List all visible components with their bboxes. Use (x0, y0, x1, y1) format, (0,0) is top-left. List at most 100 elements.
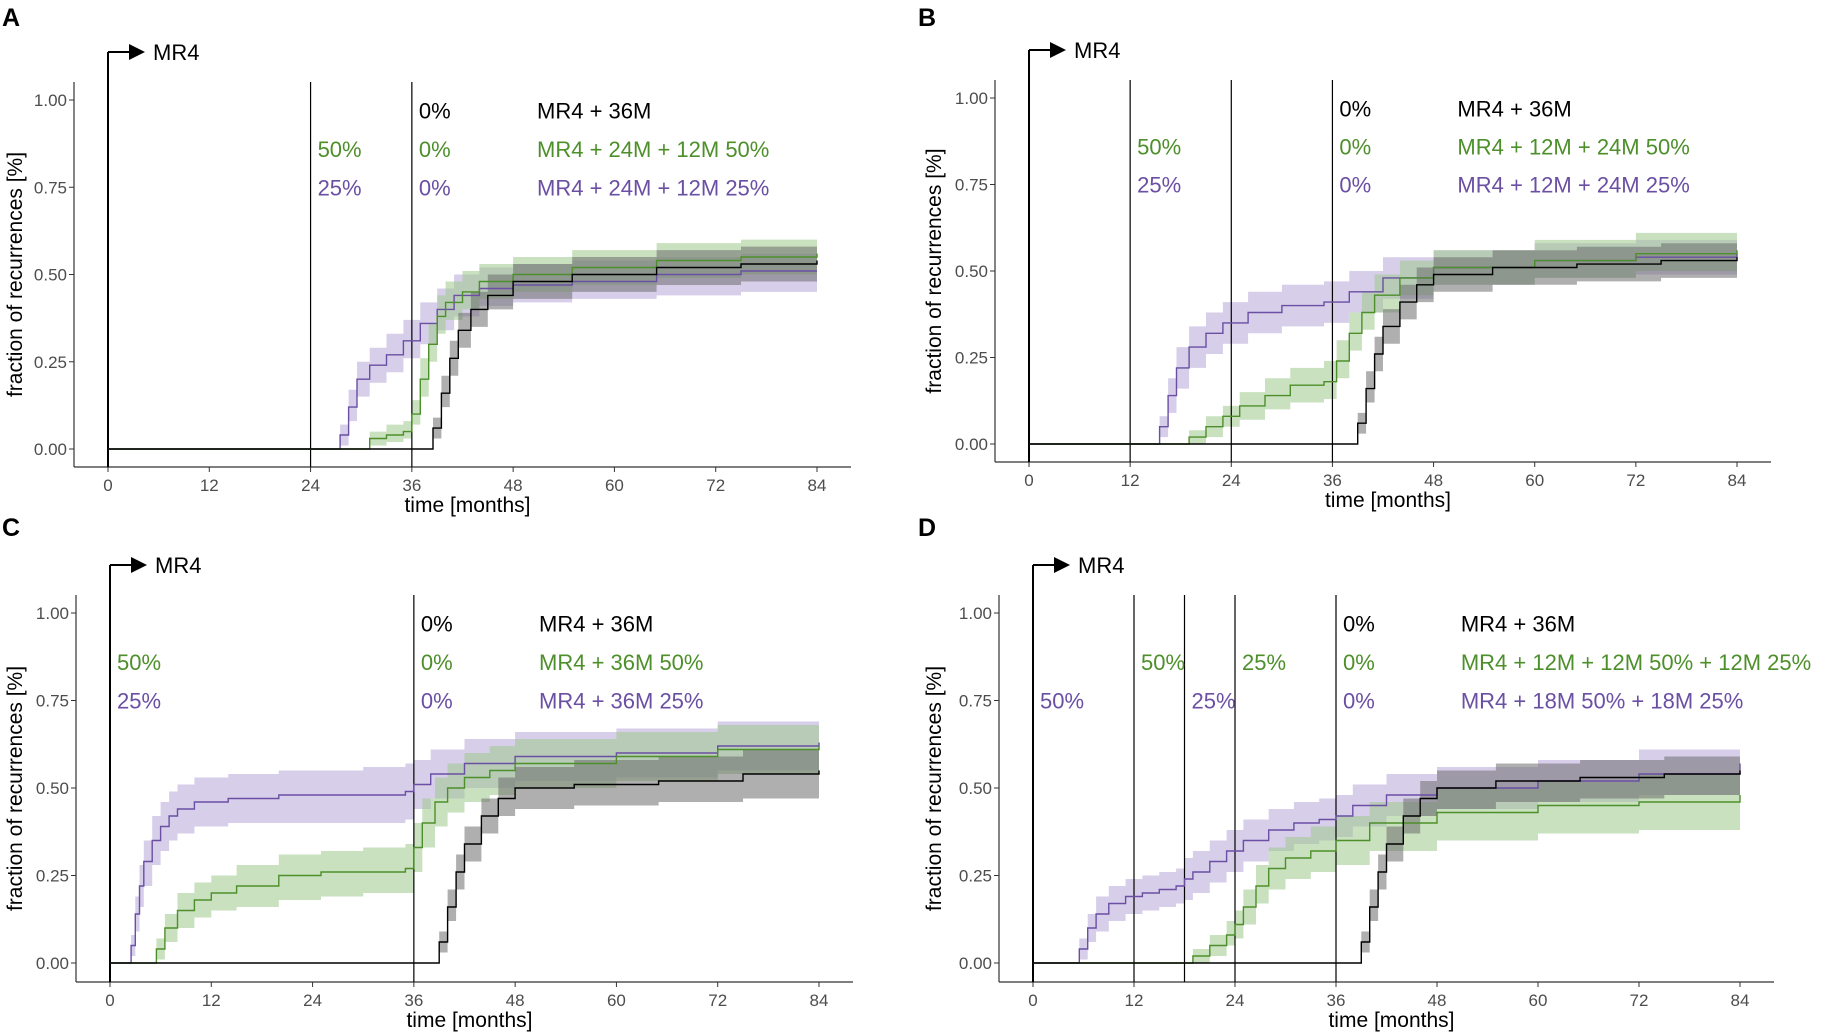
y-tick-label-a: 0.00 (34, 440, 67, 459)
x-tick-label-d: 0 (1028, 991, 1037, 1010)
x-tick-label-c: 72 (708, 991, 727, 1010)
x-tick-label-d: 60 (1529, 991, 1548, 1010)
x-tick-label-b: 72 (1626, 471, 1645, 490)
legend-label-b: MR4 + 12M + 24M 25% (1457, 173, 1689, 198)
percent-label-c: 0% (421, 650, 453, 675)
series-line-b-green (1029, 250, 1738, 445)
percent-label-b: 25% (1137, 173, 1181, 198)
percent-label-a: 0% (419, 137, 451, 162)
panel-d: D 0 12 24 36 48 60 72 84 0.00 0.25 0.50 0.75 1.00 time… (918, 514, 1811, 1032)
y-tick-label-b: 0.25 (955, 349, 988, 368)
x-tick-label-b: 12 (1121, 471, 1140, 490)
percent-label-a: 0% (419, 175, 451, 200)
percent-label-b: 0% (1339, 173, 1371, 198)
legend-label-a: MR4 + 24M + 12M 50% (537, 137, 769, 162)
ci-band-c-purple (110, 718, 819, 963)
x-tick-label-c: 36 (404, 991, 423, 1010)
y-tick-label-c: 0.75 (36, 692, 69, 711)
percent-label-c: 0% (421, 689, 453, 714)
x-tick-label-b: 0 (1024, 471, 1033, 490)
mr4-arrow-icon-d (1054, 557, 1070, 573)
y-tick-label-d: 0.00 (959, 954, 992, 973)
x-tick-label-a: 84 (808, 476, 827, 495)
legend-label-c: MR4 + 36M 25% (539, 689, 703, 714)
legend-label-d: MR4 + 36M (1461, 612, 1575, 637)
x-axis-title-c: time [months] (406, 1009, 532, 1032)
percent-label-a: 25% (318, 175, 362, 200)
y-axis-title-c: fraction of recurrences [%] (4, 666, 27, 911)
percent-label-d: 0% (1343, 612, 1375, 637)
mr4-label-a: MR4 (153, 40, 199, 65)
x-tick-label-b: 60 (1525, 471, 1544, 490)
x-tick-label-d: 84 (1731, 991, 1750, 1010)
panel-letter-d: D (918, 514, 936, 542)
x-tick-label-d: 36 (1327, 991, 1346, 1010)
legend-label-c: MR4 + 36M 50% (539, 650, 703, 675)
percent-label-b: 0% (1339, 134, 1371, 159)
x-tick-label-a: 72 (706, 476, 725, 495)
x-tick-label-c: 0 (105, 991, 114, 1010)
mr4-label-b: MR4 (1074, 38, 1120, 63)
legend-label-a: MR4 + 36M (537, 98, 651, 123)
x-tick-label-d: 12 (1125, 991, 1144, 1010)
percent-label-c: 25% (117, 689, 161, 714)
panel-letter-a: A (2, 4, 20, 32)
panel-a: A 0 12 24 36 48 60 72 84 0.00 0.25 0.50 0.75 1.00 time… (2, 4, 851, 517)
y-tick-label-d: 0.50 (959, 779, 992, 798)
y-tick-label-c: 0.00 (36, 954, 69, 973)
panel-letter-c: C (2, 514, 20, 542)
mr4-label-c: MR4 (155, 553, 201, 578)
series-line-a-black (108, 260, 818, 450)
y-tick-label-a: 0.50 (34, 266, 67, 285)
percent-label-d: 0% (1343, 650, 1375, 675)
x-tick-label-c: 60 (607, 991, 626, 1010)
legend-label-a: MR4 + 24M + 12M 25% (537, 175, 769, 200)
percent-label-a: 50% (318, 137, 362, 162)
y-tick-label-c: 0.25 (36, 867, 69, 886)
x-tick-label-c: 84 (810, 991, 829, 1010)
x-tick-label-d: 72 (1630, 991, 1649, 1010)
percent-label-d: 50% (1141, 650, 1185, 675)
percent-label-d: 0% (1343, 689, 1375, 714)
y-axis-title-b: fraction of recurrences [%] (923, 148, 946, 393)
y-tick-label-c: 1.00 (36, 604, 69, 623)
percent-label-d: 50% (1040, 689, 1084, 714)
x-tick-label-a: 36 (402, 476, 421, 495)
y-tick-label-b: 1.00 (955, 89, 988, 108)
x-axis-title-a: time [months] (404, 494, 530, 517)
x-tick-label-b: 84 (1728, 471, 1747, 490)
y-axis-title-d: fraction of recurrences [%] (923, 666, 946, 911)
series-line-d-green (1033, 795, 1741, 964)
x-tick-label-c: 48 (506, 991, 525, 1010)
panel-c: C 0 12 24 36 48 60 72 84 0.00 0.25 0.50 0.75 1.00 time… (2, 514, 853, 1032)
y-tick-label-a: 1.00 (34, 91, 67, 110)
percent-label-b: 0% (1339, 96, 1371, 121)
x-tick-label-b: 48 (1424, 471, 1443, 490)
x-tick-label-c: 24 (303, 991, 322, 1010)
legend-label-d: MR4 + 12M + 12M 50% + 12M 25% (1461, 650, 1811, 675)
y-tick-label-c: 0.50 (36, 779, 69, 798)
percent-label-d: 25% (1192, 689, 1236, 714)
x-tick-label-a: 24 (301, 476, 320, 495)
legend-label-d: MR4 + 18M 50% + 18M 25% (1461, 689, 1743, 714)
y-tick-label-d: 1.00 (959, 604, 992, 623)
percent-label-a: 0% (419, 98, 451, 123)
x-axis-title-b: time [months] (1325, 489, 1451, 512)
x-tick-label-a: 48 (504, 476, 523, 495)
series-line-c-green (110, 746, 820, 964)
x-tick-label-d: 24 (1226, 991, 1245, 1010)
percent-label-c: 50% (117, 650, 161, 675)
mr4-arrow-icon-c (131, 557, 147, 573)
series-line-c-purple (110, 742, 820, 964)
panel-letter-b: B (918, 4, 936, 32)
series-line-d-purple (1033, 763, 1741, 964)
x-tick-label-a: 60 (605, 476, 624, 495)
legend-label-b: MR4 + 12M + 24M 50% (1457, 134, 1689, 159)
x-tick-label-a: 12 (200, 476, 219, 495)
y-tick-label-a: 0.75 (34, 178, 67, 197)
x-tick-label-a: 0 (103, 476, 112, 495)
percent-label-b: 50% (1137, 134, 1181, 159)
mr4-arrow-icon-a (129, 44, 145, 60)
x-tick-label-d: 48 (1428, 991, 1447, 1010)
